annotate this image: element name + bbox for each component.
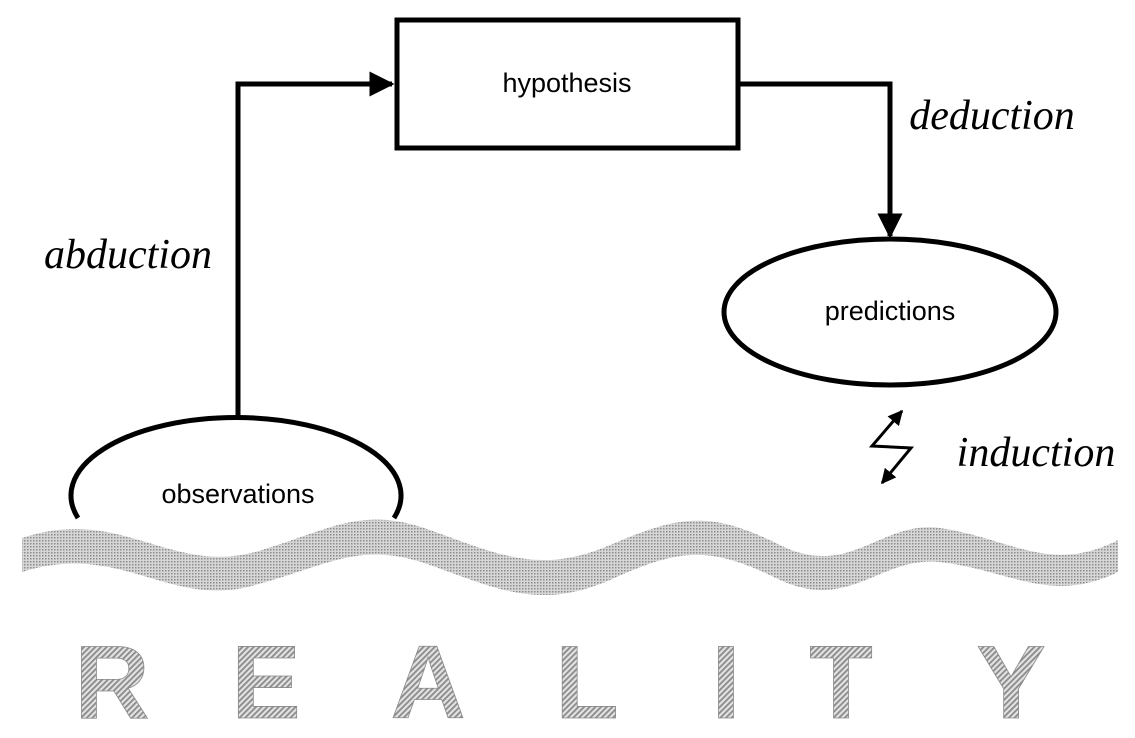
reality-letter: I (712, 625, 741, 738)
reality-wave (22, 519, 1118, 596)
predictions-node (721, 236, 1059, 388)
abduction-arrow (235, 71, 395, 420)
observations-label: observations (161, 479, 314, 509)
reality-letter: E (231, 625, 300, 738)
deduction-label: deduction (909, 93, 1075, 139)
reality-letter: L (555, 625, 619, 738)
induction-label: induction (957, 430, 1116, 476)
reality-letter: T (809, 625, 873, 738)
predictions-label: predictions (825, 296, 956, 326)
deduction-arrow (740, 81, 903, 239)
abduction-label: abduction (44, 232, 212, 278)
reality-word: R E A L I T Y (74, 625, 1046, 738)
reality-letter: Y (976, 625, 1045, 738)
induction-bolt (868, 409, 915, 485)
reality-letter: R (74, 625, 149, 738)
hypothesis-label: hypothesis (502, 68, 631, 98)
hypothesis-node (394, 17, 741, 151)
reality-letter: A (390, 625, 465, 738)
